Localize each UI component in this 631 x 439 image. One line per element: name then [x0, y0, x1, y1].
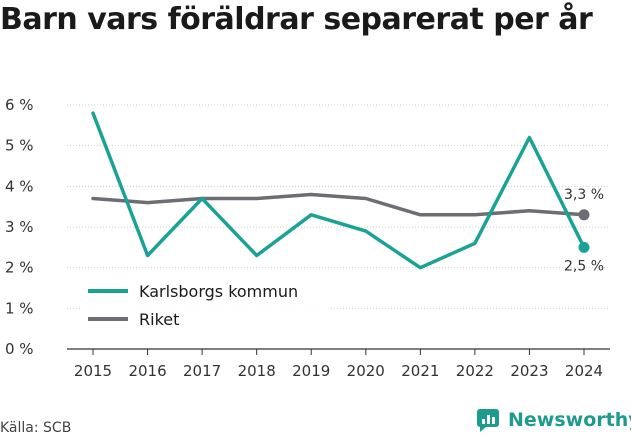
newsworthy-logo-icon	[477, 409, 499, 432]
x-tick-label: 2015	[74, 362, 112, 380]
chart-title: Barn vars föräldrar separerat per år	[0, 2, 593, 37]
x-tick-label: 2023	[510, 362, 548, 380]
source-note: Källa: SCB	[0, 420, 72, 436]
x-tick-label: 2017	[183, 362, 221, 380]
y-tick-label: 3 %	[5, 218, 34, 236]
y-tick-label: 2 %	[5, 259, 34, 277]
series-end-point	[578, 241, 590, 253]
y-tick-label: 4 %	[5, 177, 34, 195]
x-tick-label: 2024	[565, 362, 603, 380]
series-line	[91, 192, 586, 217]
end-value-label: 2,5 %	[564, 258, 604, 274]
y-tick-label: 1 %	[5, 299, 34, 317]
series-line	[91, 111, 586, 270]
x-tick-label: 2019	[292, 362, 330, 380]
end-value-label: 3,3 %	[564, 187, 604, 203]
y-axis-ticks: 0 % 1 % 2 % 3 % 4 % 5 % 6 %	[5, 96, 34, 358]
brand-name: Newsworthy	[508, 409, 631, 431]
x-axis-ticks: 2015 2016 2017 2018 2019 2020 2021 2022 2023 2024	[74, 349, 603, 380]
end-labels: 2,5 % 3,3 %	[564, 187, 604, 275]
series-end-point	[578, 209, 590, 221]
legend-background	[80, 275, 330, 337]
y-tick-label: 5 %	[5, 137, 34, 155]
x-tick-label: 2021	[401, 362, 439, 380]
y-tick-label: 6 %	[5, 96, 34, 114]
legend-label: Riket	[139, 310, 179, 329]
x-tick-label: 2022	[456, 362, 494, 380]
end-markers	[578, 209, 590, 253]
series-lines	[91, 111, 586, 270]
x-tick-label: 2016	[128, 362, 166, 380]
legend: Karlsborgs kommun Riket	[80, 275, 330, 337]
x-tick-label: 2018	[238, 362, 276, 380]
x-tick-label: 2020	[347, 362, 385, 380]
y-tick-label: 0 %	[5, 340, 34, 358]
brand-logo[interactable]: Newsworthy	[476, 408, 631, 432]
legend-label: Karlsborgs kommun	[139, 282, 298, 301]
